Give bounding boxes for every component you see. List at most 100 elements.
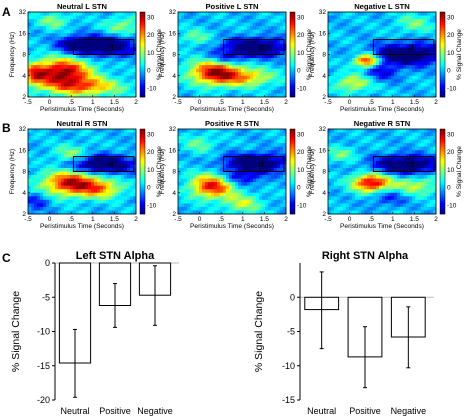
heatmap-cell (406, 43, 410, 48)
heatmap-cell (181, 72, 185, 77)
heatmap-cell (214, 86, 218, 91)
heatmap-cell (385, 75, 389, 80)
heatmap-cell (88, 33, 92, 38)
heatmap-cell (238, 61, 242, 66)
heatmap-cell (349, 182, 353, 187)
heatmap-cell (262, 139, 266, 144)
heatmap-cell (187, 79, 191, 84)
heatmap-cell (208, 199, 212, 204)
heatmap-cell (67, 199, 71, 204)
heatmap-cell (214, 164, 218, 169)
heatmap-cell (271, 54, 275, 59)
heatmap-cell (349, 40, 353, 45)
heatmap-cell (418, 36, 422, 41)
heatmap-cell (235, 19, 239, 24)
heatmap-cell (385, 50, 389, 55)
heatmap-cell (340, 199, 344, 204)
heatmap-cell (94, 185, 98, 190)
heatmap-cell (55, 12, 59, 16)
heatmap-cell (244, 47, 248, 52)
heatmap-cell (379, 26, 383, 31)
heatmap-cell (31, 75, 35, 80)
heatmap-cell (421, 19, 425, 24)
heatmap-cell (58, 33, 62, 38)
heatmap-cell (244, 68, 248, 73)
heatmap-cell (259, 178, 263, 183)
heatmap-cell (64, 50, 68, 55)
heatmap-cell (184, 58, 188, 62)
heatmap-cell (46, 164, 50, 169)
heatmap-cell (49, 153, 53, 158)
y-tick-label: 8 (172, 52, 176, 59)
heatmap-cell (208, 19, 212, 24)
heatmap-cell (184, 178, 188, 183)
heatmap-cell (79, 167, 83, 172)
colorbar-segment (140, 16, 145, 19)
heatmap-cell (58, 19, 62, 24)
heatmap-cell (94, 75, 98, 80)
heatmap-cell (337, 185, 341, 190)
colorbar-segment (290, 186, 295, 189)
heatmap-cell (376, 26, 380, 31)
heatmap-cell (208, 210, 212, 215)
heatmap-cell (259, 171, 263, 176)
heatmap-cell (73, 19, 77, 24)
heatmap-cell (403, 75, 407, 80)
heatmap-cell (43, 210, 47, 215)
colorbar-segment (290, 84, 295, 87)
heatmap-cell (328, 146, 332, 151)
heatmap-cell (331, 139, 335, 144)
heatmap-cell (28, 89, 32, 94)
heatmap-cell (127, 175, 131, 179)
heatmap-cell (223, 93, 227, 98)
heatmap-cell (250, 12, 254, 16)
heatmap-cell (97, 146, 101, 151)
heatmap-cell (217, 210, 221, 215)
heatmap-cell (208, 206, 212, 211)
heatmap-cell (82, 89, 86, 94)
heatmap-cell (412, 82, 416, 87)
heatmap-cell (229, 143, 233, 148)
heatmap-cell (352, 19, 356, 24)
heatmap-cell (118, 189, 122, 194)
heatmap-cell (241, 189, 245, 194)
colorbar-segment (290, 175, 295, 179)
heatmap-cell (358, 47, 362, 52)
heatmap-cell (265, 206, 269, 211)
heatmap-cell (130, 196, 134, 201)
heatmap-cell (346, 29, 350, 34)
colorbar-segment (440, 39, 445, 43)
heatmap-cell (217, 61, 221, 66)
heatmap-cell (181, 68, 185, 73)
heatmap-cell (196, 93, 200, 98)
heatmap-cell (337, 54, 341, 59)
heatmap-cell (214, 171, 218, 176)
heatmap-cell (244, 136, 248, 141)
heatmap-cell (61, 139, 65, 144)
heatmap-cell (190, 86, 194, 91)
heatmap-cell (370, 15, 374, 20)
heatmap-cell (370, 50, 374, 55)
heatmap-cell (130, 93, 134, 98)
heatmap-cell (46, 210, 50, 215)
heatmap-cell (121, 29, 125, 34)
heatmap-cell (241, 192, 245, 197)
heatmap-cell (427, 47, 431, 52)
heatmap-cell (343, 65, 347, 70)
heatmap-cell (196, 26, 200, 31)
heatmap-cell (52, 196, 56, 201)
heatmap-cell (193, 129, 197, 133)
heatmap-cell (244, 61, 248, 66)
heatmap-cell (121, 58, 125, 62)
heatmap-cell (70, 185, 74, 190)
heatmap-cell (340, 82, 344, 87)
heatmap-cell (211, 19, 215, 24)
heatmap-cell (256, 139, 260, 144)
heatmap-cell (190, 15, 194, 20)
heatmap-cell (337, 79, 341, 84)
colorbar-segment (290, 199, 295, 202)
heatmap-cell (118, 203, 122, 208)
heatmap-cell (346, 143, 350, 148)
heatmap-cell (244, 203, 248, 208)
heatmap-cell (358, 196, 362, 201)
